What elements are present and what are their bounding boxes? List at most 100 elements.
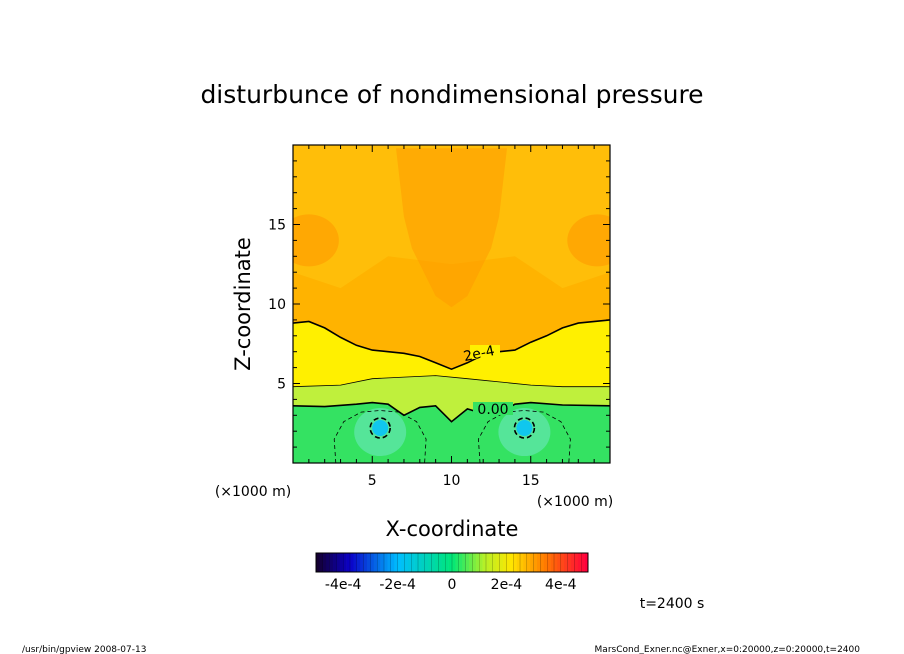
- region-upper-dark-left: [293, 214, 339, 267]
- colorbar-swatch: [550, 553, 555, 572]
- colorbar-swatch: [554, 553, 558, 572]
- colorbar-tick-label: -4e-4: [325, 577, 362, 593]
- colorbar-swatch: [523, 553, 528, 572]
- x-tick-label: 15: [522, 473, 540, 489]
- colorbar-swatch: [445, 553, 449, 572]
- y-tick-label: 15: [268, 218, 286, 234]
- colorbar-swatch: [547, 553, 551, 572]
- colorbar-swatch: [537, 553, 541, 572]
- colorbar-tick-label: -2e-4: [379, 577, 416, 593]
- colorbar-swatch: [509, 553, 514, 572]
- colorbar-swatch: [465, 553, 470, 572]
- colorbar-swatch: [421, 553, 426, 572]
- y-tick-label: 5: [277, 377, 286, 393]
- footer-program: /usr/bin/gpview 2008-07-13: [22, 645, 146, 654]
- colorbar-swatch: [380, 553, 385, 572]
- label-bg-2e4: [470, 345, 500, 359]
- label-bg-zero: [473, 402, 513, 415]
- x-axis-title: X-coordinate: [386, 517, 519, 541]
- colorbar-swatch: [530, 553, 534, 572]
- colorbar-swatch: [499, 553, 504, 572]
- colorbar-swatch: [418, 553, 422, 572]
- colorbar-tick-label: 2e-4: [491, 577, 523, 593]
- colorbar-swatch: [387, 553, 392, 572]
- colorbar-swatch: [401, 553, 405, 572]
- minimum-left: [372, 420, 389, 437]
- colorbar-swatch: [367, 553, 371, 572]
- colorbar-swatch: [353, 553, 358, 572]
- colorbar-swatch: [557, 553, 562, 572]
- colorbar-swatch: [397, 553, 402, 572]
- region-upper-dark-center: [396, 148, 507, 308]
- colorbar-swatch: [492, 553, 497, 572]
- y-axis-title: Z-coordinate: [231, 237, 255, 371]
- contour-minimum-right: [513, 417, 536, 439]
- chart-title: disturbunce of nondimensional pressure: [200, 80, 703, 109]
- colorbar-swatch: [336, 553, 341, 572]
- colorbar-swatch: [486, 553, 490, 572]
- y-tick-label: 10: [268, 297, 286, 313]
- colorbar-swatch: [377, 553, 381, 572]
- colorbar-swatch: [319, 553, 324, 572]
- colorbar-tick-label: 4e-4: [545, 577, 577, 593]
- contour-negative-right: [477, 410, 571, 463]
- colorbar-swatch: [567, 553, 572, 572]
- colorbar-swatch: [373, 553, 378, 572]
- colorbar-swatch: [411, 553, 415, 572]
- heatmap-field: 2e-4 0.00: [293, 145, 610, 463]
- colorbar-swatch: [479, 553, 483, 572]
- colorbar-swatch: [390, 553, 395, 572]
- contour-2e-4: [293, 319, 610, 371]
- colorbar-swatch: [326, 553, 330, 572]
- colorbar-swatch: [574, 553, 579, 572]
- colorbar-swatch: [424, 553, 429, 572]
- colorbar-swatch: [431, 553, 436, 572]
- colorbar: [315, 553, 589, 572]
- contour-label-2e-4: 2e-4: [462, 343, 496, 365]
- contour-zero: [293, 401, 610, 423]
- colorbar-swatch: [339, 553, 344, 572]
- footer-source: MarsCond_Exner.nc@Exner,x=0:20000,z=0:20…: [595, 645, 861, 654]
- colorbar-swatch: [462, 553, 466, 572]
- colorbar-swatch: [316, 553, 320, 572]
- x-unit-label: (×1000 m): [537, 494, 613, 510]
- colorbar-swatch: [370, 553, 375, 572]
- colorbar-swatch: [343, 553, 347, 572]
- colorbar-swatch: [503, 553, 507, 572]
- colorbar-swatch: [448, 553, 453, 572]
- colorbar-frame: [315, 552, 589, 573]
- colorbar-swatch: [441, 553, 446, 572]
- colorbar-swatch: [435, 553, 439, 572]
- colorbar-swatch: [526, 553, 531, 572]
- colorbar-swatch: [496, 553, 500, 572]
- colorbar-swatch: [584, 553, 589, 572]
- contour-minimum-left: [369, 417, 391, 439]
- colorbar-swatch: [564, 553, 568, 572]
- colorbar-swatch: [438, 553, 443, 572]
- colorbar-swatch: [407, 553, 412, 572]
- colorbar-swatch: [506, 553, 511, 572]
- colorbar-swatch: [322, 553, 327, 572]
- colorbar-swatch: [346, 553, 351, 572]
- colorbar-swatch: [475, 553, 480, 572]
- colorbar-swatch: [489, 553, 494, 572]
- colorbar-swatch: [350, 553, 354, 572]
- colorbar-swatch: [516, 553, 521, 572]
- axis-ticks: [293, 145, 610, 463]
- colorbar-swatch: [458, 553, 463, 572]
- colorbar-swatch: [356, 553, 361, 572]
- x-tick-label: 10: [443, 473, 461, 489]
- contour-negative-left: [333, 410, 427, 463]
- colorbar-swatch: [329, 553, 334, 572]
- x-tick-label: 5: [368, 473, 377, 489]
- colorbar-swatch: [455, 553, 460, 572]
- colorbar-swatch: [333, 553, 337, 572]
- colorbar-swatch: [581, 553, 585, 572]
- y-unit-label: (×1000 m): [215, 484, 291, 500]
- contour-label-zero: 0.00: [477, 402, 508, 418]
- colorbar-swatch: [513, 553, 517, 572]
- colorbar-swatch: [472, 553, 477, 572]
- minimum-right: [516, 420, 533, 437]
- colorbar-swatch: [560, 553, 565, 572]
